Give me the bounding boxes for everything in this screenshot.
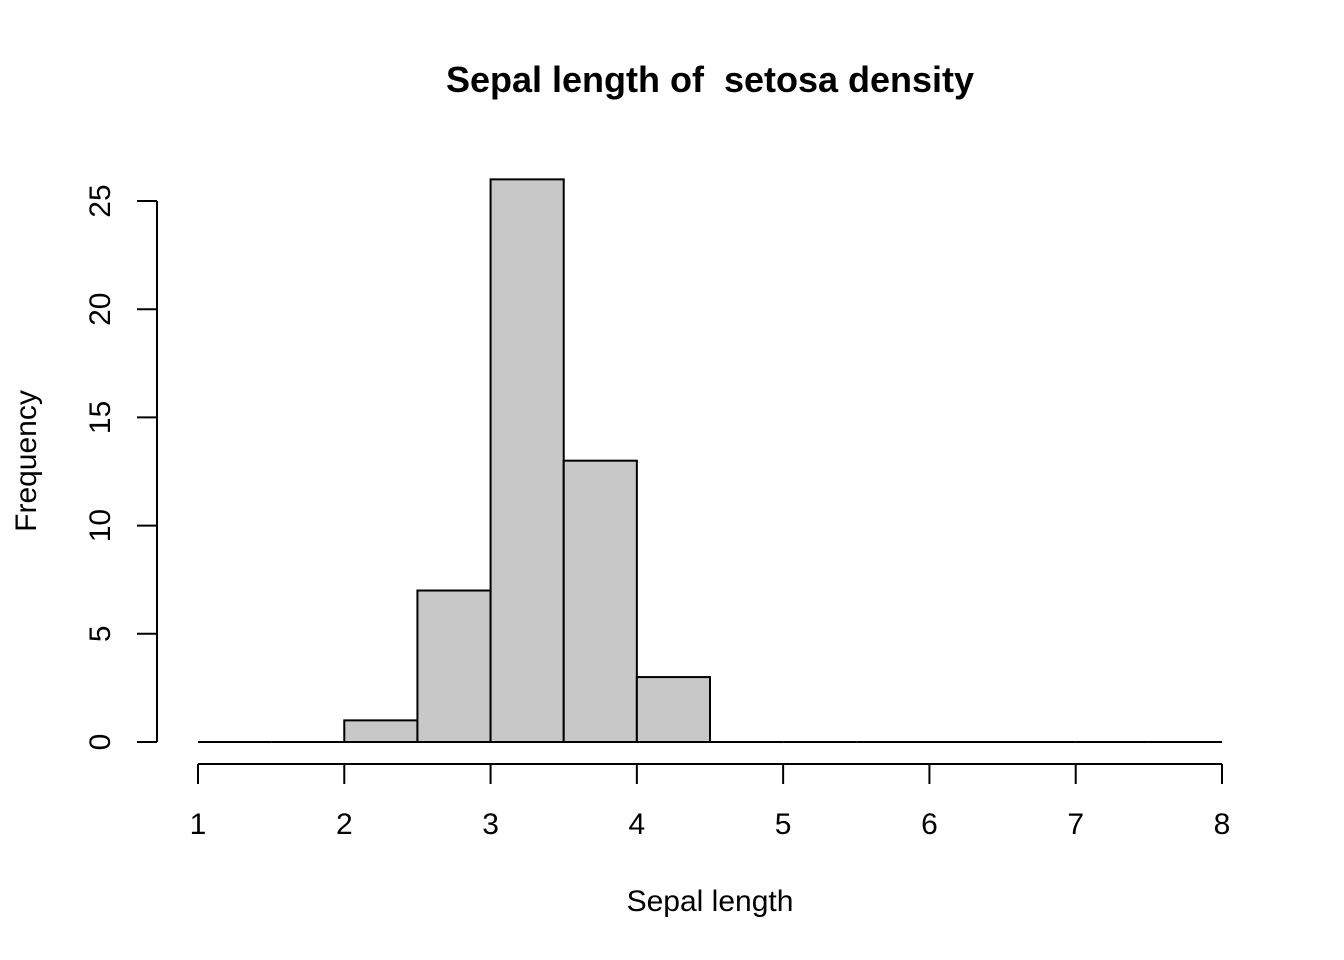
- y-tick-label: 20: [84, 293, 117, 326]
- y-axis: 0 5 10 15 20 25: [84, 184, 158, 751]
- x-tick-label: 8: [1214, 808, 1231, 841]
- y-tick-label: 25: [84, 184, 117, 217]
- histogram-bar: [416, 589, 492, 744]
- x-tick-label: 2: [336, 808, 353, 841]
- x-tick-label: 6: [921, 808, 938, 841]
- y-axis-label: Frequency: [10, 390, 43, 532]
- histogram-bar: [635, 676, 711, 744]
- x-tick-label: 5: [775, 808, 792, 841]
- y-tick-label: 0: [84, 734, 117, 751]
- histogram-bar: [343, 719, 419, 743]
- x-tick-label: 1: [190, 808, 207, 841]
- x-axis: 1 2 3 4 5 6 7 8: [190, 763, 1231, 841]
- bars-group: [198, 178, 1222, 744]
- x-tick-label: 3: [482, 808, 499, 841]
- x-axis-label: Sepal length: [627, 885, 794, 918]
- histogram-bar: [489, 178, 565, 744]
- x-tick-label: 7: [1067, 808, 1084, 841]
- chart-title: Sepal length of setosa density: [446, 59, 974, 100]
- y-tick-label: 10: [84, 509, 117, 542]
- y-tick-label: 15: [84, 401, 117, 434]
- x-tick-label: 4: [629, 808, 646, 841]
- y-tick-label: 5: [84, 625, 117, 642]
- histogram-bar: [562, 459, 638, 743]
